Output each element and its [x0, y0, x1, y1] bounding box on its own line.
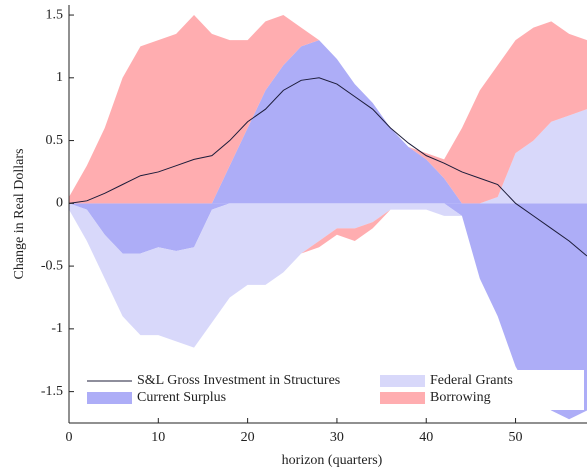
legend-label: Federal Grants: [430, 373, 513, 388]
x-tick-label: 0: [66, 430, 73, 445]
y-tick-label: -1.5: [41, 384, 63, 399]
y-axis-label: Change in Real Dollars: [12, 148, 27, 279]
x-tick-label: 30: [330, 430, 344, 445]
legend-swatch: [380, 392, 425, 404]
legend-label: S&L Gross Investment in Structures: [137, 373, 340, 388]
legend-box: [84, 370, 584, 410]
legend-swatch: [87, 392, 132, 404]
x-tick-label: 50: [509, 430, 523, 445]
y-tick-label: 1.5: [46, 7, 64, 22]
x-tick-label: 10: [151, 430, 165, 445]
legend: S&L Gross Investment in Structures Curren…: [84, 370, 584, 410]
x-axis-label: horizon (quarters): [282, 453, 383, 468]
y-tick-label: -0.5: [41, 258, 63, 273]
area-positive: [69, 40, 587, 204]
y-tick-label: 0: [56, 196, 63, 211]
area-positive: [69, 15, 587, 204]
legend-swatch: [380, 375, 425, 387]
y-tick-label: 0.5: [46, 133, 64, 148]
x-tick-label: 20: [241, 430, 255, 445]
area-negative: [69, 203, 587, 420]
line: [68, 77, 587, 257]
legend-label: Borrowing: [430, 390, 491, 405]
y-tick-label: 1: [56, 70, 63, 85]
y-tick-label: -1: [51, 321, 63, 336]
x-tick-label: 40: [419, 430, 433, 445]
legend-label: Current Surplus: [137, 390, 226, 405]
area-positive: [69, 40, 587, 204]
